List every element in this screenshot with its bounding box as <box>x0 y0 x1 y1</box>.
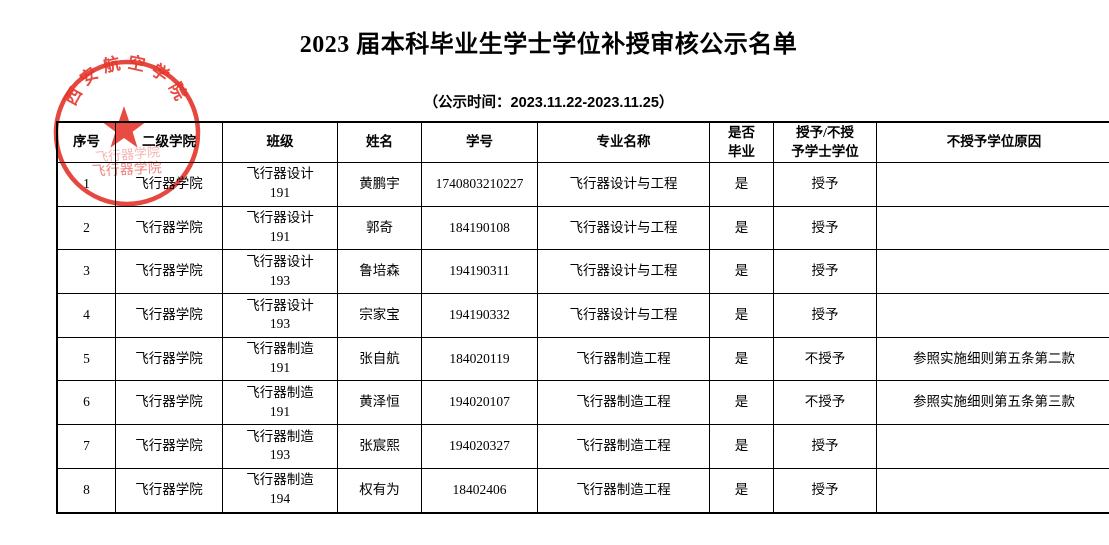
cell-reason <box>876 249 1109 295</box>
cell-student_id: 194190332 <box>421 293 538 338</box>
cell-graduated: 是 <box>709 467 774 514</box>
column-header-student_id: 学号 <box>421 121 538 163</box>
cell-student_id: 18402406 <box>421 467 538 514</box>
cell-graduated: 是 <box>709 162 774 207</box>
cell-degree: 授予 <box>773 205 877 251</box>
cell-index: 2 <box>56 205 116 251</box>
cell-index: 6 <box>56 380 116 426</box>
column-header-graduated: 是否 毕业 <box>709 121 774 163</box>
degree-approval-table: 序号 二级学院 班级 姓名 学号 专业名称 是否 毕业 授予/不授 予学士学位 不授予学位原因 … <box>56 121 1109 514</box>
cell-major: 飞行器设计与工程 <box>537 293 710 338</box>
cell-class: 飞行器制造 193 <box>222 424 338 469</box>
cell-reason <box>876 162 1109 207</box>
page-title: 2023 届本科毕业生学士学位补授审核公示名单 <box>299 32 798 58</box>
cell-name: 宗家宝 <box>337 293 422 338</box>
cell-graduated: 是 <box>709 249 774 295</box>
table-row: 5 飞行器学院 飞行器制造 191 张自航 184020119 飞行器制造工程是不授予 参照… <box>56 336 1109 382</box>
cell-degree: 授予 <box>773 162 877 207</box>
table-row: 1 飞行器学院 飞行器设计 191 黄鹏宇 1740803210227 飞行器设计与工程是… <box>56 162 1109 207</box>
cell-class: 飞行器设计 193 <box>222 249 338 295</box>
cell-degree: 不授予 <box>773 336 877 382</box>
cell-reason <box>876 424 1109 469</box>
cell-college: 飞行器学院 <box>115 249 223 295</box>
cell-major: 飞行器设计与工程 <box>537 205 710 251</box>
cell-major: 飞行器设计与工程 <box>537 162 710 207</box>
cell-reason: 参照实施细则第五条第三款 <box>876 380 1109 426</box>
cell-student_id: 1740803210227 <box>421 162 538 207</box>
cell-degree: 授予 <box>773 293 877 338</box>
cell-college: 飞行器学院 <box>115 162 223 207</box>
cell-major: 飞行器制造工程 <box>537 467 710 514</box>
table-row: 3 飞行器学院 飞行器设计 193 鲁培森 194190311 飞行器设计与工程是授予 <box>56 249 1109 295</box>
cell-index: 1 <box>56 162 116 207</box>
cell-major: 飞行器制造工程 <box>537 424 710 469</box>
cell-class: 飞行器制造 194 <box>222 467 338 514</box>
cell-major: 飞行器制造工程 <box>537 380 710 426</box>
cell-class: 飞行器设计 191 <box>222 205 338 251</box>
table-row: 4 飞行器学院 飞行器设计 193 宗家宝 194190332 飞行器设计与工程是授予 <box>56 293 1109 338</box>
cell-degree: 不授予 <box>773 380 877 426</box>
cell-name: 黄泽恒 <box>337 380 422 426</box>
cell-index: 3 <box>56 249 116 295</box>
cell-degree: 授予 <box>773 249 877 295</box>
cell-student_id: 194190311 <box>421 249 538 295</box>
cell-college: 飞行器学院 <box>115 424 223 469</box>
column-header-college: 二级学院 <box>115 121 223 163</box>
column-header-index: 序号 <box>56 121 116 163</box>
cell-index: 8 <box>56 467 116 514</box>
cell-reason <box>876 467 1109 514</box>
cell-student_id: 194020107 <box>421 380 538 426</box>
cell-name: 张宸熙 <box>337 424 422 469</box>
table-row: 8 飞行器学院 飞行器制造 194 权有为 18402406 飞行器制造工程是授予 <box>56 467 1109 514</box>
cell-graduated: 是 <box>709 205 774 251</box>
cell-graduated: 是 <box>709 380 774 426</box>
cell-college: 飞行器学院 <box>115 293 223 338</box>
cell-graduated: 是 <box>709 293 774 338</box>
table-body: 1 飞行器学院 飞行器设计 191 黄鹏宇 1740803210227 飞行器设计与工程是… <box>56 162 1109 514</box>
cell-index: 5 <box>56 336 116 382</box>
cell-name: 张自航 <box>337 336 422 382</box>
cell-class: 飞行器制造 191 <box>222 380 338 426</box>
cell-reason: 参照实施细则第五条第二款 <box>876 336 1109 382</box>
cell-degree: 授予 <box>773 467 877 514</box>
cell-degree: 授予 <box>773 424 877 469</box>
cell-class: 飞行器制造 191 <box>222 336 338 382</box>
cell-name: 郭奇 <box>337 205 422 251</box>
header-row: 序号 二级学院 班级 姓名 学号 专业名称 是否 毕业 授予/不授 予学士学位 不授予学位原因 <box>56 121 1109 163</box>
document-header: 2023 届本科毕业生学士学位补授审核公示名单 （公示时间：2023.11.22… <box>0 0 1097 112</box>
cell-class: 飞行器设计 193 <box>222 293 338 338</box>
cell-index: 7 <box>56 424 116 469</box>
column-header-major: 专业名称 <box>537 121 710 163</box>
cell-index: 4 <box>56 293 116 338</box>
cell-student_id: 184020119 <box>421 336 538 382</box>
table-row: 2 飞行器学院 飞行器设计 191 郭奇 184190108 飞行器设计与工程是授予 <box>56 205 1109 251</box>
cell-major: 飞行器制造工程 <box>537 336 710 382</box>
cell-college: 飞行器学院 <box>115 205 223 251</box>
cell-name: 权有为 <box>337 467 422 514</box>
table-row: 7 飞行器学院 飞行器制造 193 张宸熙 194020327 飞行器制造工程是授予 <box>56 424 1109 469</box>
cell-name: 鲁培森 <box>337 249 422 295</box>
column-header-name: 姓名 <box>337 121 422 163</box>
cell-reason <box>876 205 1109 251</box>
cell-graduated: 是 <box>709 424 774 469</box>
cell-student_id: 194020327 <box>421 424 538 469</box>
cell-student_id: 184190108 <box>421 205 538 251</box>
cell-class: 飞行器设计 191 <box>222 162 338 207</box>
column-header-class: 班级 <box>222 121 338 163</box>
table-header: 序号 二级学院 班级 姓名 学号 专业名称 是否 毕业 授予/不授 予学士学位 不授予学位原因 <box>56 121 1109 163</box>
cell-name: 黄鹏宇 <box>337 162 422 207</box>
cell-major: 飞行器设计与工程 <box>537 249 710 295</box>
cell-reason <box>876 293 1109 338</box>
cell-college: 飞行器学院 <box>115 336 223 382</box>
column-header-degree: 授予/不授 予学士学位 <box>773 121 877 163</box>
column-header-reason: 不授予学位原因 <box>876 121 1109 163</box>
cell-college: 飞行器学院 <box>115 380 223 426</box>
cell-graduated: 是 <box>709 336 774 382</box>
table-row: 6 飞行器学院 飞行器制造 191 黄泽恒 194020107 飞行器制造工程是不授予 参照… <box>56 380 1109 426</box>
notice-period: （公示时间：2023.11.22-2023.11.25） <box>423 95 674 111</box>
cell-college: 飞行器学院 <box>115 467 223 514</box>
